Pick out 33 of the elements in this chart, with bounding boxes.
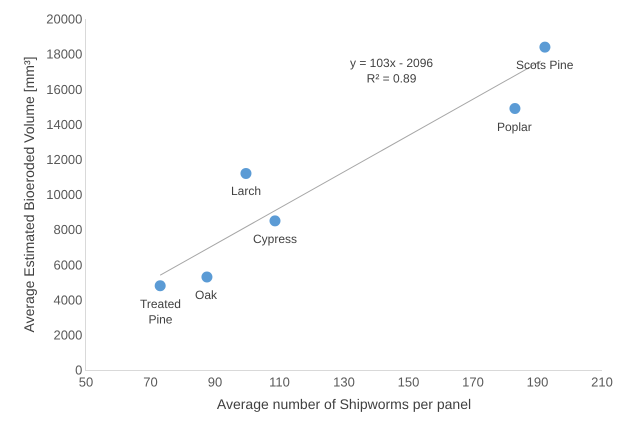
- point: [539, 42, 550, 53]
- x-tick-label: 210: [591, 374, 613, 390]
- y-tick-label: 14000: [46, 116, 82, 132]
- point: [269, 215, 280, 226]
- annotation: Larch: [231, 184, 262, 198]
- point: [201, 271, 212, 282]
- x-tick-label: 150: [398, 374, 420, 390]
- y-tick-label: 10000: [46, 187, 82, 202]
- y-tick-label: 16000: [46, 82, 82, 97]
- y-tick-label: 18000: [46, 46, 82, 62]
- y-tick-label: 8000: [53, 222, 82, 238]
- y-tick-label: 20000: [46, 12, 82, 27]
- y-axis-title: Average Estimated Bioeroded Volume [mm³]: [20, 56, 37, 332]
- annotation: Treated Pine: [140, 297, 181, 327]
- annotation: Oak: [195, 288, 218, 302]
- x-tick-label: 110: [269, 374, 290, 390]
- x-tick-label: 90: [208, 374, 222, 390]
- point: [154, 280, 166, 292]
- annotation: Scots Pine: [516, 58, 574, 72]
- x-tick-label: 170: [462, 374, 484, 390]
- x-axis-title: Average number of Shipworms per panel: [216, 396, 472, 412]
- annotation: Poplar: [497, 120, 532, 134]
- annotation: y = 103x - 2096 R² = 0.89: [350, 56, 434, 86]
- y-tick-label: 2000: [53, 327, 82, 342]
- point: [240, 168, 252, 179]
- annotation: Cypress: [253, 232, 298, 246]
- x-tick-label: 70: [143, 374, 158, 390]
- point: [509, 103, 520, 114]
- x-tick-label: 190: [526, 374, 548, 390]
- x-tick-label: 130: [333, 374, 355, 390]
- y-tick-label: 12000: [46, 152, 82, 167]
- y-tick-label: 6000: [53, 257, 82, 272]
- y-tick-label: 4000: [53, 292, 82, 308]
